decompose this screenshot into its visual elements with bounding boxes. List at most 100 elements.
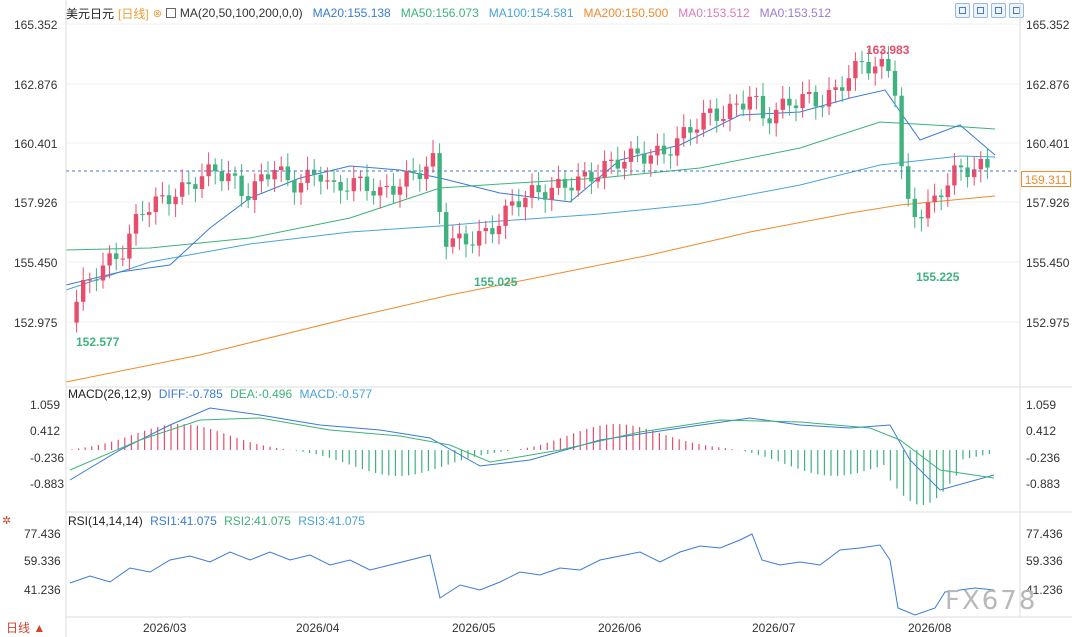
candle-body [840, 87, 845, 91]
candle-body [463, 233, 469, 245]
candle-body [780, 98, 785, 110]
y-label-right: 165.352 [1026, 18, 1070, 32]
candle-body [694, 129, 700, 133]
x-label: 2026/06 [598, 621, 642, 635]
y-label-right: 155.450 [1026, 256, 1070, 270]
candle-body [906, 166, 911, 199]
candle-body [661, 145, 667, 155]
macd-y-label: -0.883 [30, 477, 65, 491]
ma100-line [65, 155, 996, 291]
candle-body [708, 108, 713, 113]
y-label-left: 162.876 [14, 78, 58, 92]
candle-body [774, 109, 779, 124]
macd-y-label: 0.412 [1026, 424, 1057, 438]
candle-body [153, 196, 158, 213]
low-annotation-aug: 155.225 [916, 270, 960, 284]
candle-body [569, 187, 574, 191]
crosshair-icon[interactable] [955, 3, 970, 18]
candle-body [140, 214, 145, 216]
candle-body [147, 212, 152, 215]
candle-body [160, 195, 165, 197]
candle-body [305, 169, 310, 184]
candle-body [114, 253, 119, 260]
layout-icon[interactable] [991, 3, 1006, 18]
candle-body [615, 159, 620, 169]
candle-body [338, 181, 343, 191]
ma-indicator-label[interactable]: MA(20,50,100,200,0,0) [179, 6, 303, 20]
candle-body [760, 95, 766, 119]
settings-gear-icon[interactable]: ✲ [2, 515, 12, 527]
x-label: 2026/03 [143, 621, 187, 635]
x-label: 2026/05 [452, 621, 496, 635]
candle-body [417, 173, 422, 180]
candle-body [536, 185, 541, 193]
candle-body [239, 175, 244, 197]
symbol-name: 美元日元 [66, 6, 115, 21]
candle-body [206, 164, 211, 177]
candle-body [120, 258, 125, 260]
rsi1-value: RSI1:41.075 [150, 514, 217, 528]
rsi-y-label: 77.436 [1026, 527, 1063, 541]
candle-body [298, 183, 304, 193]
candle-body [609, 159, 614, 161]
candle-body [787, 98, 792, 106]
candle-body [529, 185, 535, 198]
candle-body [826, 89, 832, 107]
rsi-label[interactable]: RSI(14,14,14) [68, 514, 143, 528]
ma100-legend: MA100:154.581 [488, 6, 574, 20]
candle-body [754, 95, 759, 97]
candle-body [345, 190, 350, 192]
candle-body [252, 181, 257, 200]
candle-body [397, 186, 403, 195]
candle-body [635, 148, 640, 154]
period-toggle-button[interactable]: 日线 ▲ [6, 621, 46, 635]
ma0-legend-a: MA0:153.512 [678, 6, 750, 20]
candle-body [945, 185, 950, 198]
y-label-left: 152.975 [14, 316, 58, 330]
candle-body [741, 103, 746, 110]
y-label-right: 160.401 [1026, 137, 1070, 151]
candle-body [100, 265, 106, 281]
candle-body [437, 153, 442, 213]
candle-body [853, 61, 858, 79]
candle-body [523, 197, 528, 208]
candle-body [958, 165, 964, 168]
candle-body [173, 196, 178, 205]
candle-body [87, 279, 92, 281]
ma-settings-icon[interactable] [165, 8, 176, 18]
candle-body [813, 91, 818, 107]
candle-body [714, 108, 719, 121]
rsi-y-label: 59.336 [24, 554, 61, 568]
candle-body [655, 145, 660, 156]
expand-icon[interactable] [973, 3, 988, 18]
macd-y-label: -0.236 [1026, 451, 1061, 465]
candle-body [265, 174, 271, 180]
candle-body [331, 180, 337, 182]
ma20-legend: MA20:155.138 [312, 6, 391, 20]
candle-body [767, 118, 772, 124]
candle-body [74, 301, 79, 323]
candle-body [602, 160, 607, 178]
ma20-line [65, 89, 996, 286]
candle-body [470, 244, 475, 246]
period-selector[interactable]: [日线] [118, 6, 149, 21]
candle-body [800, 94, 805, 109]
candle-body [866, 61, 871, 74]
candle-body [628, 148, 634, 162]
current-price-tag: 159.311 [1021, 171, 1071, 187]
candle-body [272, 169, 277, 180]
double-chevron-icon[interactable]: ⊗ [152, 7, 162, 20]
high-annotation: 163.983 [866, 43, 910, 57]
candle-body [939, 195, 944, 198]
rsi-line [69, 533, 995, 616]
candle-body [873, 66, 878, 74]
low-annotation-mar: 152.577 [76, 335, 120, 349]
candle-body [556, 178, 561, 188]
ma50-legend: MA50:156.073 [400, 6, 479, 20]
candle-body [404, 171, 409, 187]
macd-y-label: -0.236 [30, 451, 65, 465]
candle-body [312, 169, 317, 175]
macd-label[interactable]: MACD(26,12,9) [68, 387, 152, 401]
macd-diff-line [69, 407, 995, 491]
